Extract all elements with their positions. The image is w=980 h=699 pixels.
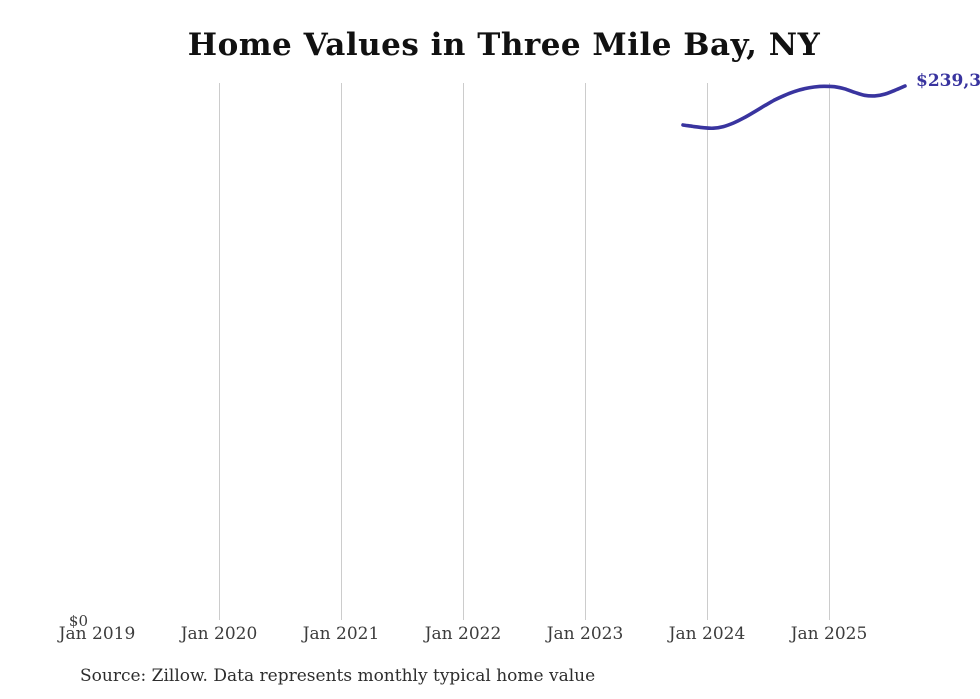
x-tick-jan-2019: Jan 2019 bbox=[58, 624, 136, 644]
x-tick-jan-2023: Jan 2023 bbox=[546, 624, 624, 644]
gridline-jan-2023 bbox=[585, 83, 586, 620]
home-value-line bbox=[681, 84, 907, 131]
x-tick-jan-2025: Jan 2025 bbox=[790, 624, 868, 644]
gridline-jan-2025 bbox=[829, 83, 830, 620]
y-axis-zero-label: $0 bbox=[68, 612, 88, 630]
latest-value-label: $239,333 bbox=[916, 71, 980, 91]
gridline-jan-2020 bbox=[219, 83, 220, 620]
chart-title: Home Values in Three Mile Bay, NY bbox=[187, 27, 821, 63]
gridline-jan-2022 bbox=[463, 83, 464, 620]
x-tick-jan-2024: Jan 2024 bbox=[668, 624, 746, 644]
x-tick-jan-2020: Jan 2020 bbox=[180, 624, 258, 644]
gridline-jan-2024 bbox=[707, 83, 708, 620]
gridline-jan-2021 bbox=[341, 83, 342, 620]
x-tick-jan-2022: Jan 2022 bbox=[424, 624, 502, 644]
source-note: Source: Zillow. Data represents monthly … bbox=[80, 666, 596, 686]
x-tick-jan-2021: Jan 2021 bbox=[302, 624, 380, 644]
